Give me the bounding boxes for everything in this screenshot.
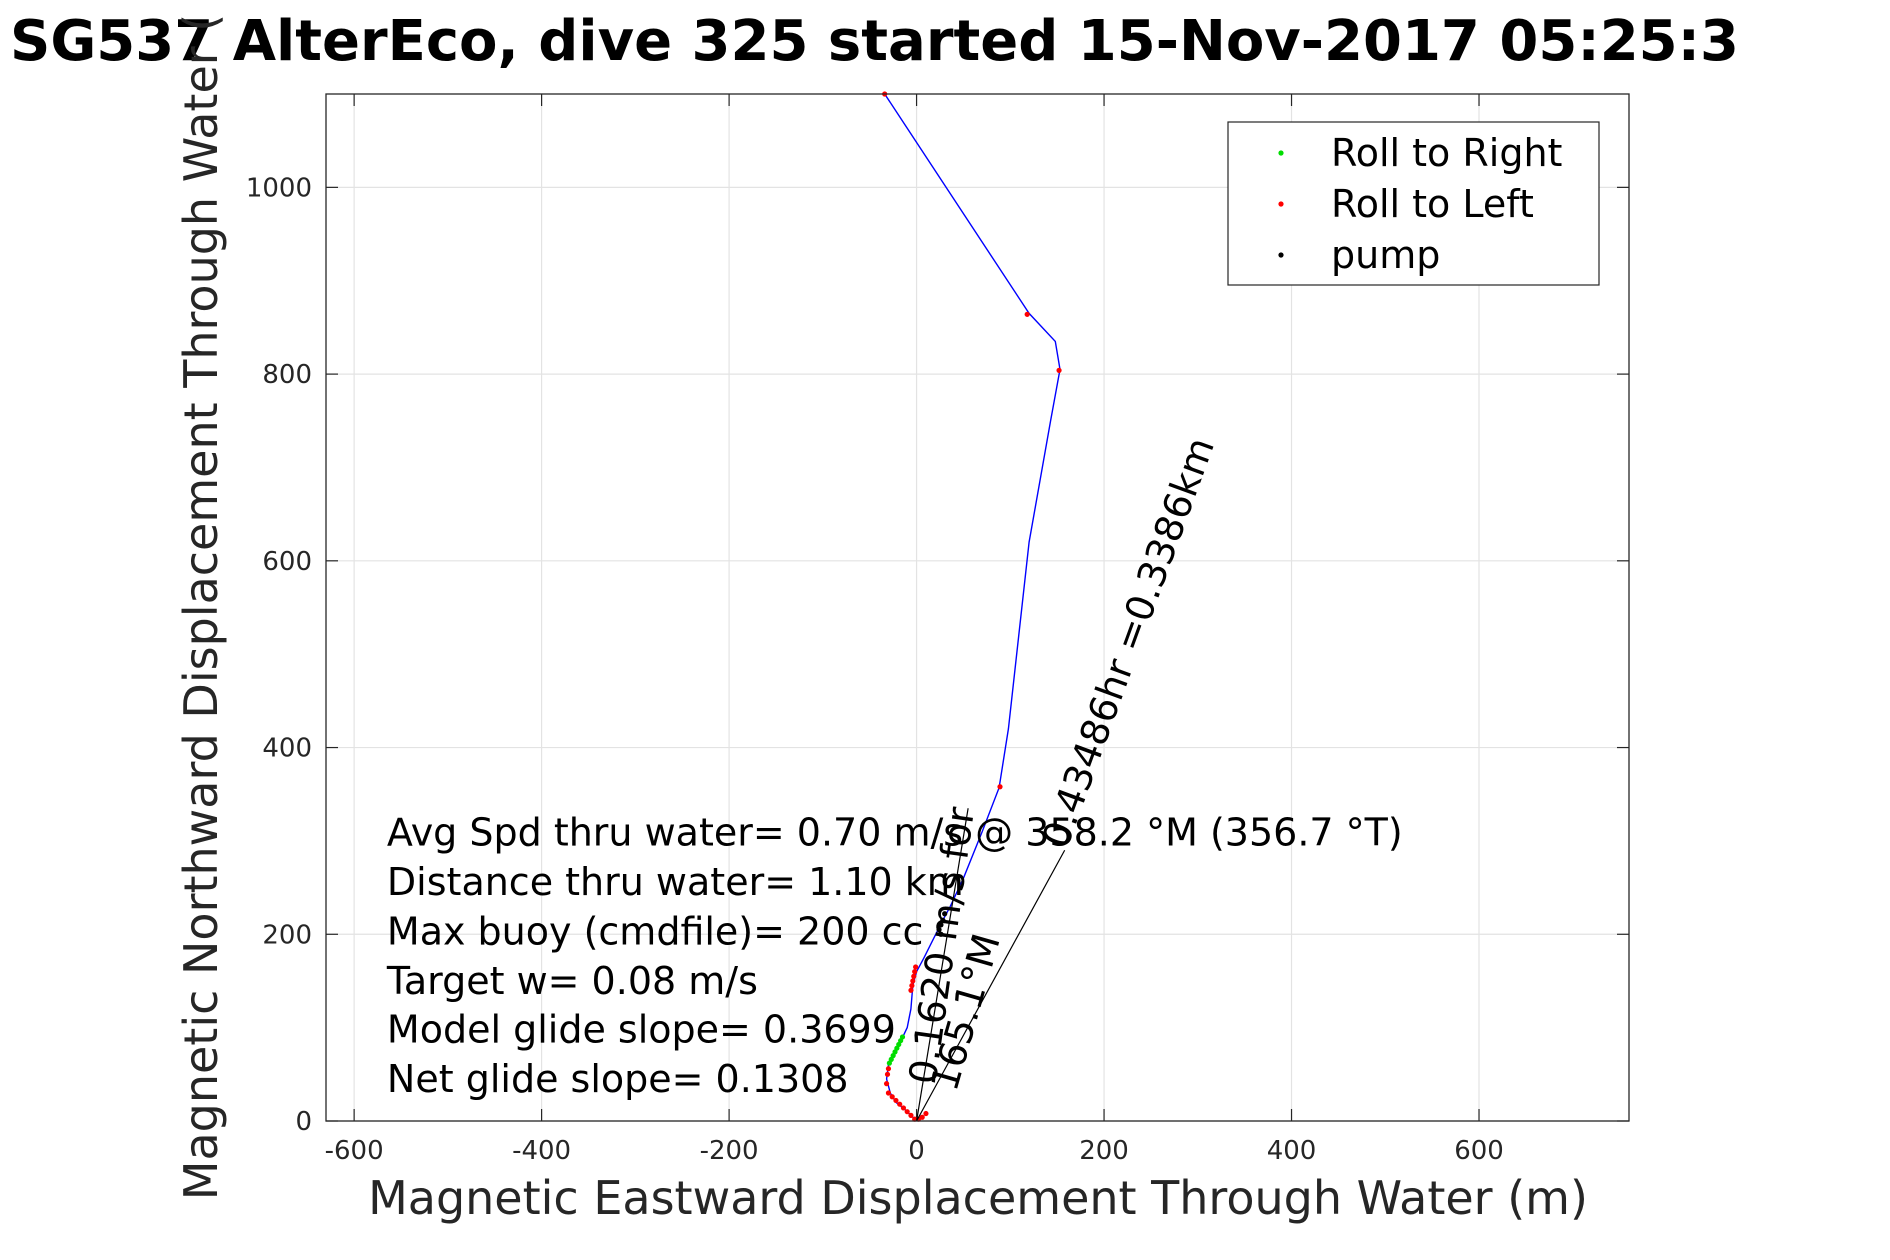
x-tick-label: -600 — [325, 1136, 384, 1166]
roll-to-right-point — [899, 1034, 906, 1040]
roll-to-left-point — [1024, 311, 1030, 317]
y-tick-label: 0 — [295, 1107, 312, 1137]
legend-label-roll-to-right: Roll to Right — [1331, 131, 1562, 175]
plot-frame — [325, 93, 1630, 1122]
annotation-text: Distance thru water= 1.10 km — [387, 860, 964, 904]
y-tick-label: 200 — [262, 920, 312, 950]
x-tick-label: -200 — [700, 1136, 759, 1166]
roll-to-left-point — [900, 1105, 907, 1111]
x-tick-label: 0 — [908, 1136, 925, 1166]
x-tick-label: 200 — [1079, 1136, 1129, 1166]
roll-to-left-point — [908, 1112, 914, 1118]
pump-point — [938, 922, 944, 928]
roll-to-left-point — [1056, 367, 1062, 373]
annotation-text: Model glide slope= 0.3699 — [387, 1008, 896, 1052]
tick-layer: -600 -400 -200 0 200 400 600 0 200 400 600 800 1000 — [246, 94, 1629, 1166]
roll-to-left-point — [923, 1110, 929, 1117]
roll-to-left-point — [908, 987, 914, 993]
y-tick-label: 600 — [262, 547, 312, 577]
current-vector-line — [915, 808, 969, 1122]
legend-marker-roll-to-left — [1278, 201, 1284, 207]
roll-to-left-point — [889, 1094, 895, 1100]
roll-to-left-point — [904, 1109, 910, 1115]
y-tick-label: 400 — [262, 734, 312, 764]
pump-point — [936, 927, 942, 933]
roll-to-left-point — [884, 1071, 891, 1077]
annotation-text: Max buoy (cmdfile)= 200 cc — [387, 910, 924, 954]
roll-to-left-point — [883, 1081, 890, 1087]
roll-to-left-point — [913, 964, 919, 970]
pump-point — [938, 931, 944, 937]
legend-label-pump: pump — [1331, 233, 1440, 277]
roll-to-left-point — [885, 1090, 892, 1096]
track-line — [884, 93, 1061, 1122]
legend-box — [1227, 121, 1600, 286]
legend-label-roll-to-left: Roll to Left — [1331, 182, 1534, 226]
roll-to-left-point — [909, 983, 915, 989]
roll-to-left-point — [997, 784, 1003, 790]
roll-to-left-point — [885, 1066, 892, 1072]
annotation-text: Target w= 0.08 m/s — [386, 959, 758, 1003]
x-tick-label: 400 — [1267, 1136, 1317, 1166]
x-axis-label: Magnetic Eastward Displacement Through W… — [368, 1171, 1588, 1225]
y-tick-label: 1000 — [246, 173, 312, 203]
roll-to-left-point — [893, 1097, 899, 1104]
annotation-text: Net glide slope= 0.1308 — [387, 1057, 849, 1101]
roll-to-left-point — [919, 1114, 925, 1120]
chart-title: SG537 AlterEco, dive 325 started 15-Nov-… — [10, 9, 1739, 74]
x-tick-label: -400 — [512, 1136, 571, 1166]
roll-to-left-point — [897, 1101, 903, 1107]
x-tick-label: 600 — [1454, 1136, 1504, 1166]
legend-marker-roll-to-right — [1278, 150, 1284, 156]
roll-to-left-point — [912, 969, 918, 975]
pump-point — [940, 917, 946, 923]
y-axis-label: Magnetic Northward Displacement Through … — [174, 14, 228, 1200]
y-tick-label: 800 — [262, 360, 312, 390]
legend: Roll to Right Roll to Left pump — [1227, 121, 1600, 286]
series-layer — [882, 91, 1062, 1122]
pump-point — [942, 911, 948, 917]
annotation-text: Avg Spd thru water= 0.70 m/s @ 358.2 °M … — [387, 811, 1403, 855]
legend-marker-pump — [1278, 252, 1284, 258]
roll-to-left-point — [911, 973, 917, 979]
current-vector-line — [916, 849, 1066, 1122]
roll-to-left-point — [910, 978, 916, 984]
